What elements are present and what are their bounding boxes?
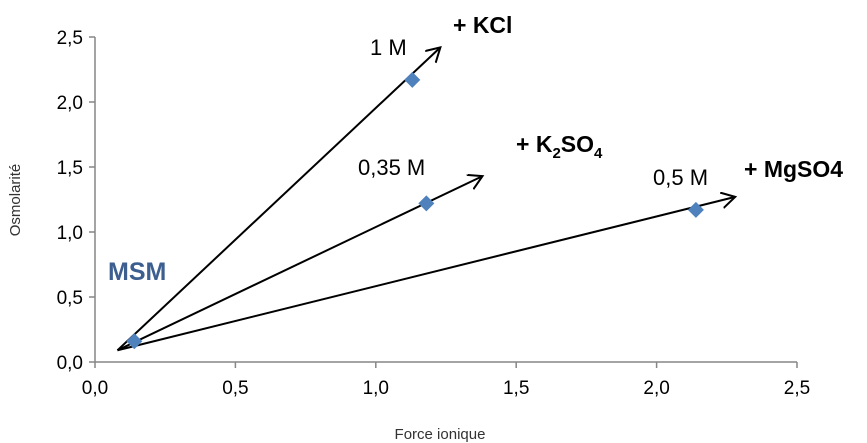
- x-tick-label: 0,5: [222, 378, 248, 399]
- x-tick-label: 1,0: [363, 378, 389, 399]
- x-tick-label: 2,5: [784, 378, 810, 399]
- kcl-salt-label: + KCl: [453, 12, 512, 38]
- y-tick-label: 1,5: [57, 158, 83, 179]
- msm-label: MSM: [108, 258, 166, 286]
- y-ticks: 0,0 0,5 1,0 1,5 2,0 2,5: [57, 28, 95, 374]
- y-tick-label: 0,5: [57, 288, 83, 309]
- x-tick-label: 1,5: [503, 378, 529, 399]
- k2so4-salt-middle: SO: [561, 131, 594, 157]
- data-point: [126, 333, 143, 350]
- axes: 0,0 0,5 1,0 1,5 2,0 2,5 0,0 0,5 1,0 1,5 2,0 2,5: [57, 28, 811, 399]
- x-ticks: 0,0 0,5 1,0 1,5 2,0 2,5: [82, 362, 810, 399]
- k2so4-salt-subscript-1: 2: [552, 145, 560, 162]
- y-axis-title: Osmolarité: [7, 164, 24, 237]
- kcl-concentration-label: 1 M: [370, 35, 407, 60]
- data-point: [404, 71, 421, 88]
- y-tick-label: 1,0: [57, 223, 83, 244]
- mgso4-salt-label: + MgSO4: [744, 156, 843, 182]
- k2so4-salt-subscript-2: 4: [594, 145, 603, 162]
- x-tick-label: 2,0: [643, 378, 669, 399]
- y-tick-label: 2,0: [57, 93, 83, 114]
- y-tick-label: 0,0: [57, 353, 83, 374]
- mgso4-concentration-label: 0,5 M: [653, 165, 708, 190]
- arrow: [116, 47, 440, 352]
- data-points: [126, 71, 704, 350]
- data-point: [687, 201, 704, 218]
- k2so4-concentration-label: 0,35 M: [358, 155, 425, 180]
- k2so4-salt-prefix: + K: [516, 131, 553, 157]
- y-tick-label: 2,5: [57, 28, 83, 49]
- arrow: [117, 197, 735, 352]
- data-point: [418, 195, 435, 212]
- x-tick-label: 0,0: [82, 378, 108, 399]
- k2so4-salt-label: + K2SO4: [516, 131, 603, 162]
- annotations: MSM 1 M + KCl 0,35 M + K2SO4 0,5 M + MgS…: [108, 12, 843, 286]
- x-axis-title: Force ionique: [395, 426, 486, 443]
